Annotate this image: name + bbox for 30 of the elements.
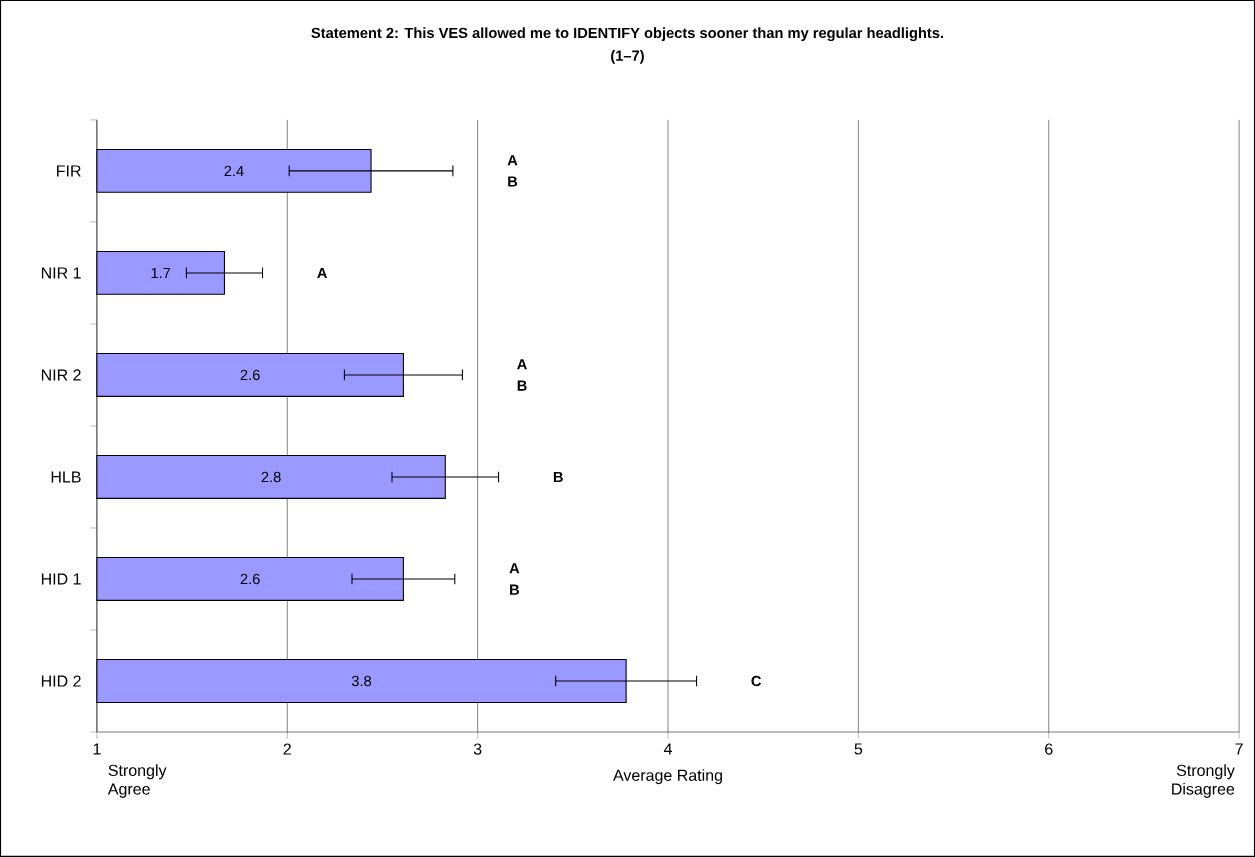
y-tick-label: HLB: [51, 471, 81, 483]
text: Strongly Disagree: [1172, 764, 1235, 798]
y-tick-label: HID 2: [41, 675, 81, 687]
data-label: 1.7: [151, 267, 171, 279]
x-tick-label: 3: [473, 743, 482, 755]
annotation: A B: [509, 563, 520, 595]
data-label: 2.8: [261, 471, 281, 483]
chart-title: Statement 2: This VES allowed me to IDENTIFY objects sooner than my regular headlights.: [311, 27, 943, 42]
annotation: A B: [507, 155, 518, 187]
x-axis-title: Average Rating: [613, 769, 722, 785]
data-label: 2.6: [240, 369, 260, 381]
annotation: A B: [517, 359, 527, 391]
x-tick-label: 7: [1235, 743, 1243, 755]
chart-subtitle: (1–7): [611, 50, 644, 64]
y-tick-label: NIR 2: [41, 369, 81, 381]
y-tick-label: NIR 1: [41, 267, 81, 279]
x-tick-label: 6: [1045, 743, 1053, 755]
x-tick-label: 2: [283, 743, 291, 755]
annotation: A: [317, 267, 328, 279]
x-tick-label: 4: [663, 743, 672, 755]
annotation: C: [751, 675, 762, 687]
data-label: 2.4: [224, 165, 244, 177]
x-tick-label: 1: [93, 743, 101, 755]
text: Strongly Agree: [107, 764, 167, 798]
data-label: 3.8: [351, 675, 372, 687]
y-tick-label: HID 1: [41, 573, 81, 585]
data-label: 2.6: [240, 573, 260, 585]
x-tick-label: 5: [854, 743, 863, 755]
y-tick-label: FIR: [57, 165, 81, 177]
annotation: B: [553, 471, 563, 483]
